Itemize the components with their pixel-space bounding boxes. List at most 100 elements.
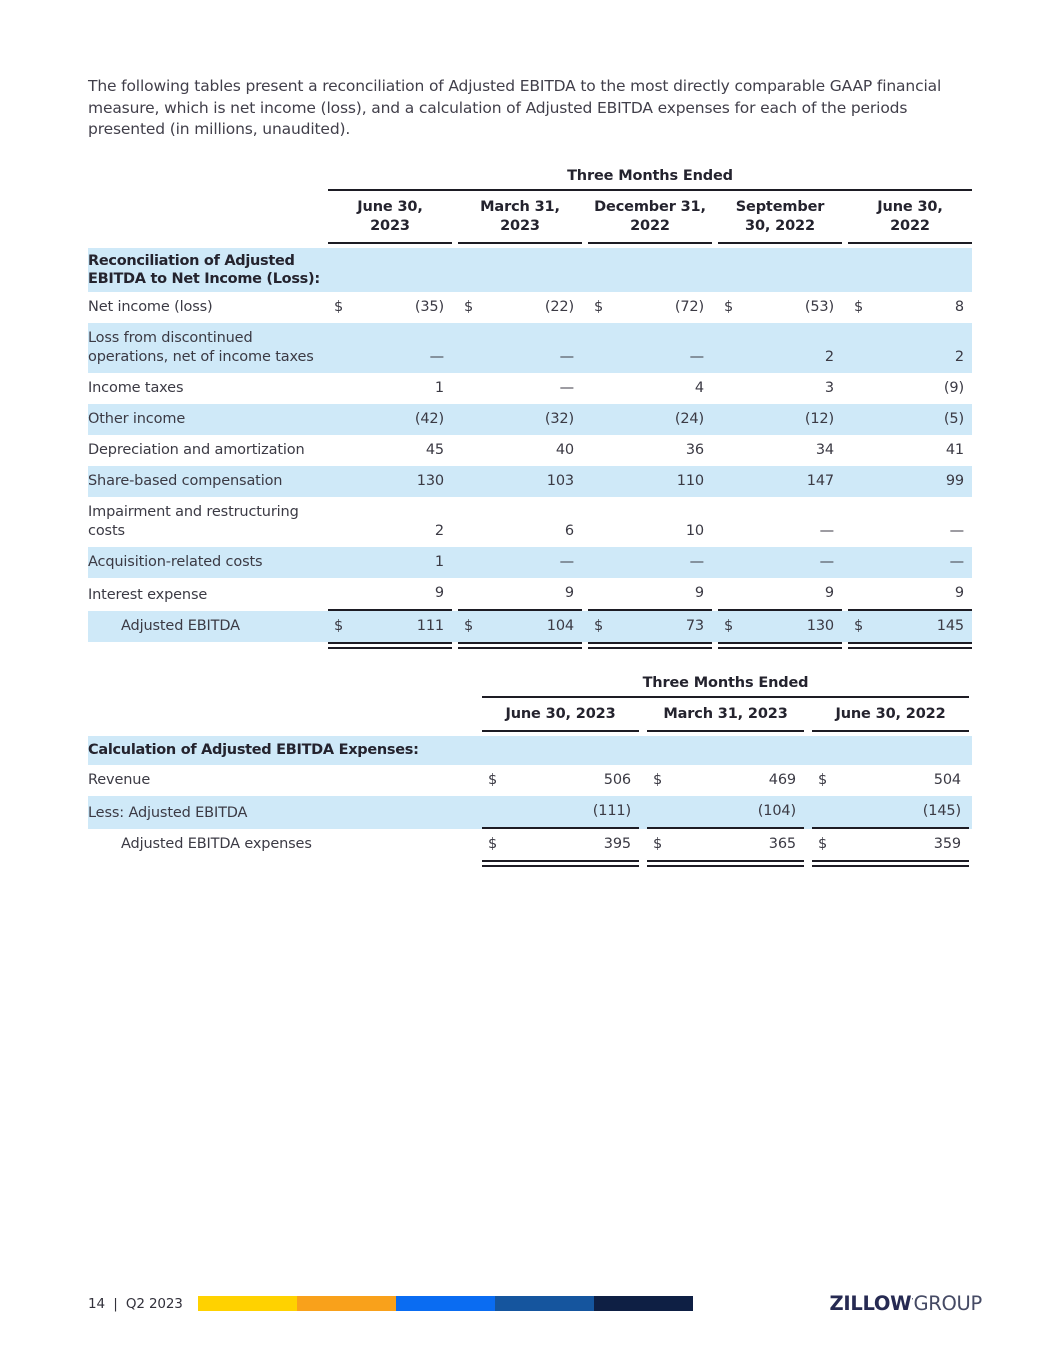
page-number: 14 bbox=[88, 1295, 105, 1312]
amount-cell: — bbox=[588, 342, 712, 373]
table-row-acquisition-costs: Acquisition-related costs 1 — — — — bbox=[88, 546, 972, 578]
amount-cell: 110 bbox=[588, 466, 712, 497]
double-rule bbox=[718, 641, 842, 649]
currency-symbol: $ bbox=[818, 835, 828, 852]
spacer bbox=[88, 675, 474, 698]
double-rule bbox=[647, 859, 804, 867]
table-row-adjusted-ebitda-expenses: Adjusted EBITDA expenses $395 $365 $359 bbox=[88, 829, 972, 860]
amount-value: 6 bbox=[564, 522, 574, 539]
bar-segment-yellow bbox=[197, 1296, 297, 1311]
reconciliation-table: Three Months Ended June 30, 2023 March 3… bbox=[88, 168, 972, 649]
table1-column-header-jun2023: June 30, 2023 bbox=[328, 191, 452, 244]
table2-column-header-row: June 30, 2023 March 31, 2023 June 30, 20… bbox=[88, 698, 972, 732]
spacer bbox=[88, 698, 474, 732]
row-label: Acquisition-related costs bbox=[88, 553, 263, 570]
amount-value: 111 bbox=[416, 617, 444, 634]
amount-value: 1 bbox=[434, 553, 444, 570]
table2-period-header: Three Months Ended bbox=[482, 675, 969, 698]
column-header-line: June 30, bbox=[877, 198, 943, 215]
currency-symbol: $ bbox=[464, 298, 474, 315]
amount-value: 8 bbox=[954, 298, 964, 315]
bar-segment-medium-blue bbox=[494, 1296, 594, 1311]
amount-value: 45 bbox=[425, 441, 444, 458]
currency-symbol: $ bbox=[464, 617, 474, 634]
zillow-group-logo: ZILLOW’GROUP bbox=[830, 1292, 983, 1315]
table-row-adjusted-ebitda-total: Adjusted EBITDA $111 $104 $73 $130 $145 bbox=[88, 610, 972, 642]
double-rule bbox=[588, 641, 712, 649]
amount-value: (24) bbox=[674, 410, 704, 427]
amount-value: 3 bbox=[824, 379, 834, 396]
double-rule bbox=[328, 641, 452, 649]
amount-cell: $ (35) bbox=[328, 292, 452, 323]
table1-period-header: Three Months Ended bbox=[328, 168, 972, 191]
amount-value: 2 bbox=[434, 522, 444, 539]
currency-symbol: $ bbox=[818, 771, 828, 788]
amount-cell: 9 bbox=[328, 578, 452, 611]
table-row-revenue: Revenue $506 $469 $504 bbox=[88, 765, 972, 796]
amount-value: 145 bbox=[936, 617, 964, 634]
amount-cell: 10 bbox=[588, 516, 712, 547]
column-header-line: 2023 bbox=[500, 217, 540, 234]
currency-symbol: $ bbox=[854, 617, 864, 634]
amount-value: 9 bbox=[694, 584, 704, 601]
amount-value: 2 bbox=[954, 348, 964, 365]
amount-cell: 3 bbox=[718, 373, 842, 404]
column-header-line: September bbox=[735, 198, 825, 215]
amount-cell: (111) bbox=[482, 796, 639, 829]
table-row-impairment: Impairment and restructuring costs 2 6 1… bbox=[88, 497, 972, 547]
amount-value: (35) bbox=[414, 298, 444, 315]
amount-value: 130 bbox=[416, 472, 444, 489]
amount-cell: 147 bbox=[718, 466, 842, 497]
amount-value: — bbox=[949, 522, 965, 539]
row-label: Impairment and restructuring costs bbox=[88, 503, 299, 539]
column-header-line: December 31, bbox=[594, 198, 706, 215]
amount-cell: (104) bbox=[647, 796, 804, 829]
amount-value: 36 bbox=[685, 441, 704, 458]
bar-segment-blue bbox=[395, 1296, 495, 1311]
amount-cell: $130 bbox=[718, 611, 842, 642]
amount-cell: $504 bbox=[812, 765, 969, 796]
amount-cell: (145) bbox=[812, 796, 969, 829]
spacer bbox=[88, 168, 322, 191]
amount-value: (42) bbox=[414, 410, 444, 427]
amount-value: — bbox=[559, 379, 575, 396]
footer-period: Q2 2023 bbox=[125, 1295, 183, 1312]
amount-cell: $104 bbox=[458, 611, 582, 642]
amount-value: 9 bbox=[564, 584, 574, 601]
amount-cell: 1 bbox=[328, 373, 452, 404]
amount-cell: — bbox=[848, 547, 972, 578]
double-rule bbox=[482, 859, 639, 867]
row-label: Interest expense bbox=[88, 586, 208, 603]
currency-symbol: $ bbox=[594, 298, 604, 315]
row-label: Loss from discontinued operations, net o… bbox=[88, 329, 314, 365]
amount-cell: (12) bbox=[718, 404, 842, 435]
amount-cell: 6 bbox=[458, 516, 582, 547]
amount-cell: 40 bbox=[458, 435, 582, 466]
double-rule bbox=[848, 641, 972, 649]
amount-value: 34 bbox=[815, 441, 834, 458]
amount-value: 506 bbox=[603, 771, 631, 788]
amount-cell: 9 bbox=[458, 578, 582, 611]
amount-value: 365 bbox=[768, 835, 796, 852]
table1-double-rule-row bbox=[88, 641, 972, 649]
currency-symbol: $ bbox=[334, 298, 344, 315]
row-label: Depreciation and amortization bbox=[88, 441, 305, 458]
table1-section-header-row: Reconciliation of Adjusted EBITDA to Net… bbox=[88, 247, 972, 292]
table-row-less-adjusted-ebitda: Less: Adjusted EBITDA (111) (104) (145) bbox=[88, 795, 972, 829]
currency-symbol: $ bbox=[653, 835, 663, 852]
amount-cell: $ (22) bbox=[458, 292, 582, 323]
amount-cell: $359 bbox=[812, 829, 969, 860]
table-row-depreciation: Depreciation and amortization 45 40 36 3… bbox=[88, 435, 972, 466]
table2-section-header-row: Calculation of Adjusted EBITDA Expenses: bbox=[88, 735, 972, 765]
table-row-net-income: Net income (loss) $ (35) $ (22) $ (72) $ (53… bbox=[88, 292, 972, 323]
table-row-share-based-comp: Share-based compensation 130 103 110 147… bbox=[88, 465, 972, 497]
amount-value: (72) bbox=[674, 298, 704, 315]
amount-cell: 103 bbox=[458, 466, 582, 497]
amount-value: 4 bbox=[694, 379, 704, 396]
amount-cell: — bbox=[458, 373, 582, 404]
footer-separator: | bbox=[113, 1295, 118, 1312]
amount-cell: 1 bbox=[328, 547, 452, 578]
amount-value: 99 bbox=[945, 472, 964, 489]
amount-value: — bbox=[559, 348, 575, 365]
amount-cell: $ (72) bbox=[588, 292, 712, 323]
